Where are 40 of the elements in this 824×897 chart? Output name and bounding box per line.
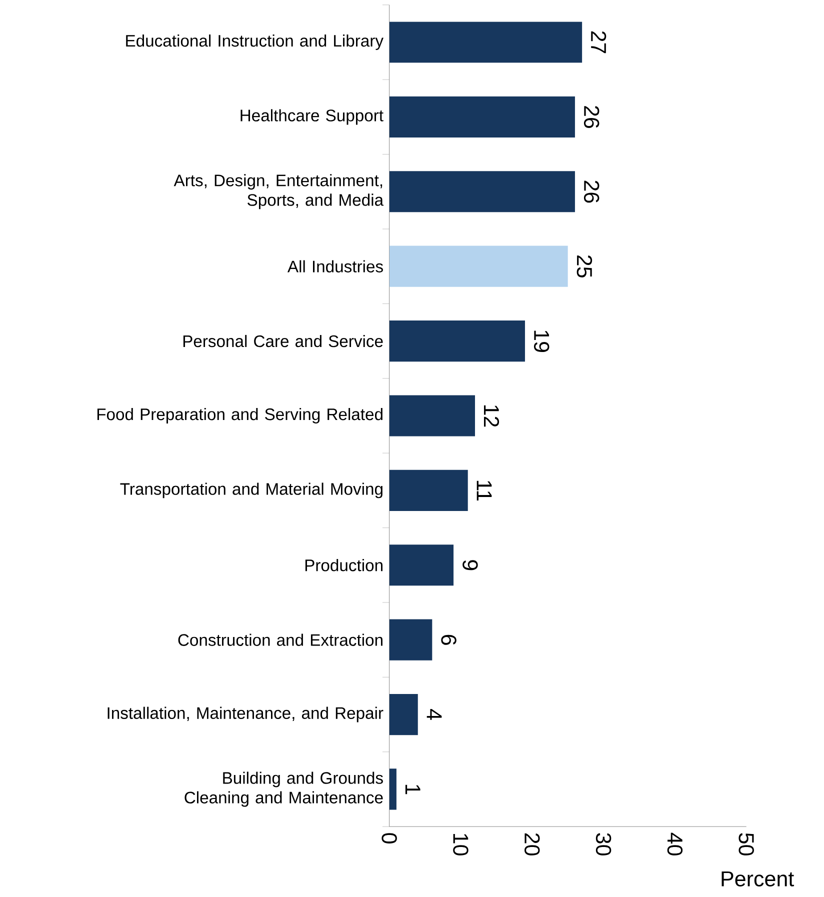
bar <box>390 694 418 736</box>
bar <box>390 395 476 436</box>
bar <box>390 246 568 287</box>
y-tick-label: Installation, Maintenance, and Repair <box>108 706 384 722</box>
data-label: 12 <box>484 405 500 427</box>
y-tick-label: Construction and Extraction <box>178 634 383 646</box>
x-tick-label: 30 <box>596 833 612 856</box>
x-tick-label: 50 <box>738 833 754 856</box>
bar <box>390 96 576 138</box>
x-tick-label: 40 <box>668 832 683 856</box>
x-tick-label: 10 <box>453 834 469 856</box>
y-tick-label: Educational Instruction and Library <box>126 34 384 50</box>
y-tick-label: Transportation and Material Moving <box>120 482 383 498</box>
y-tick-label: All Industries <box>288 260 384 272</box>
y-tick-label: Personal Care and Service <box>184 334 383 348</box>
data-label: 1 <box>406 784 420 794</box>
bar <box>390 171 576 212</box>
bar <box>390 544 454 586</box>
data-label: 9 <box>462 560 478 570</box>
y-tick-label: Healthcare Support <box>240 109 384 125</box>
data-label: 26 <box>584 180 600 203</box>
bar <box>390 470 468 511</box>
bar <box>390 22 582 63</box>
x-axis-title: Percent <box>722 871 794 886</box>
bar <box>390 320 526 362</box>
bar <box>390 768 397 810</box>
data-label: 19 <box>534 330 550 352</box>
x-tick-label: 20 <box>524 833 540 856</box>
data-label: 25 <box>577 255 592 278</box>
y-tick-label: Food Preparation and Serving Related <box>98 408 383 424</box>
bar <box>390 619 432 660</box>
data-label: 11 <box>477 480 492 501</box>
y-tick-label: Production <box>306 559 383 572</box>
x-tick-label: 0 <box>382 833 398 844</box>
y-tick-label: Arts, Design, Entertainment, Sports, and Media <box>174 174 384 210</box>
data-label: 26 <box>584 106 600 128</box>
data-label: 27 <box>591 31 606 54</box>
y-tick-label: Building and Grounds Cleaning and Maintenance <box>184 772 384 807</box>
data-label: 6 <box>441 634 457 645</box>
data-label: 4 <box>427 709 442 720</box>
